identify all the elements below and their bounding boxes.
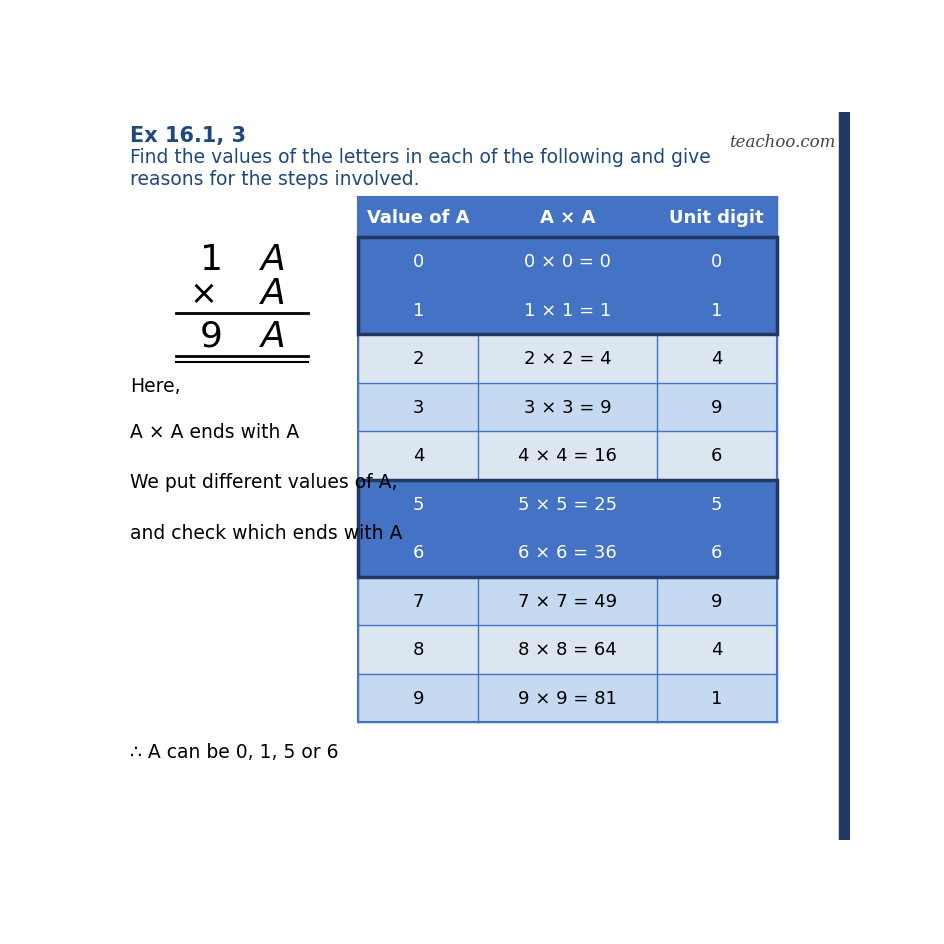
Text: Value of A: Value of A [367, 209, 469, 227]
Text: 1: 1 [413, 301, 424, 320]
Bar [478, 577, 656, 626]
Bar [358, 626, 478, 674]
Text: 8 × 8 = 64: 8 × 8 = 64 [517, 641, 616, 659]
Text: A: A [261, 277, 285, 311]
Bar [358, 286, 478, 335]
Text: A × A ends with A: A × A ends with A [129, 423, 298, 442]
Text: 0: 0 [413, 253, 424, 271]
Text: 2: 2 [413, 350, 424, 368]
Text: reasons for the steps involved.: reasons for the steps involved. [129, 169, 419, 189]
Text: A: A [261, 243, 285, 277]
Bar [358, 198, 776, 722]
Text: Find the values of the letters in each of the following and give: Find the values of the letters in each o… [129, 148, 710, 167]
Text: 9: 9 [413, 689, 424, 707]
Text: and check which ends with A: and check which ends with A [129, 523, 402, 542]
Text: 1: 1 [711, 301, 722, 320]
Bar [478, 286, 656, 335]
Text: 1: 1 [199, 243, 223, 277]
Text: Ex 16.1, 3: Ex 16.1, 3 [129, 126, 245, 146]
Text: 3: 3 [413, 398, 424, 416]
Text: 4: 4 [413, 447, 424, 465]
Text: 7 × 7 = 49: 7 × 7 = 49 [517, 592, 616, 611]
Bar [358, 529, 478, 577]
Bar [358, 383, 478, 431]
Text: 9: 9 [199, 319, 223, 353]
Bar [358, 577, 478, 626]
Bar [358, 674, 478, 722]
Text: 9: 9 [710, 592, 722, 611]
Text: 6: 6 [711, 447, 722, 465]
Bar [656, 480, 776, 529]
Text: 7: 7 [413, 592, 424, 611]
Bar [656, 529, 776, 577]
Text: A: A [261, 319, 285, 353]
Bar [358, 238, 478, 286]
Bar [478, 383, 656, 431]
Text: 9: 9 [710, 398, 722, 416]
Text: 6: 6 [711, 544, 722, 562]
Text: 3 × 3 = 9: 3 × 3 = 9 [523, 398, 611, 416]
Bar [656, 431, 776, 480]
Bar [656, 198, 776, 238]
Text: 9 × 9 = 81: 9 × 9 = 81 [517, 689, 616, 707]
Text: 0: 0 [711, 253, 721, 271]
Bar [656, 577, 776, 626]
Text: 4 × 4 = 16: 4 × 4 = 16 [517, 447, 616, 465]
Bar [358, 480, 776, 577]
Text: ×: × [189, 278, 217, 311]
Bar [478, 529, 656, 577]
Bar [656, 383, 776, 431]
Bar [478, 431, 656, 480]
Text: 2 × 2 = 4: 2 × 2 = 4 [523, 350, 611, 368]
Bar [358, 335, 478, 383]
Bar [656, 674, 776, 722]
Bar [358, 198, 478, 238]
Bar [838, 113, 850, 840]
Text: 8: 8 [413, 641, 424, 659]
Text: Here,: Here, [129, 377, 180, 396]
Text: 6 × 6 = 36: 6 × 6 = 36 [517, 544, 616, 562]
Text: 1: 1 [711, 689, 722, 707]
Bar [358, 238, 776, 335]
Text: 5: 5 [710, 496, 722, 514]
Text: 5: 5 [413, 496, 424, 514]
Bar [478, 335, 656, 383]
Bar [478, 674, 656, 722]
Text: 4: 4 [710, 641, 722, 659]
Text: ∴ A can be 0, 1, 5 or 6: ∴ A can be 0, 1, 5 or 6 [129, 742, 338, 761]
Text: teachoo.com: teachoo.com [728, 134, 834, 151]
Bar [478, 238, 656, 286]
Text: 6: 6 [413, 544, 424, 562]
Bar [656, 626, 776, 674]
Text: We put different values of A,: We put different values of A, [129, 473, 396, 492]
Text: 0 × 0 = 0: 0 × 0 = 0 [524, 253, 611, 271]
Text: A × A: A × A [539, 209, 595, 227]
Text: 4: 4 [710, 350, 722, 368]
Text: Unit digit: Unit digit [668, 209, 764, 227]
Bar [358, 480, 478, 529]
Bar [478, 480, 656, 529]
Bar [478, 626, 656, 674]
Bar [656, 335, 776, 383]
Text: 1 × 1 = 1: 1 × 1 = 1 [523, 301, 611, 320]
Bar [478, 198, 656, 238]
Bar [656, 238, 776, 286]
Bar [656, 286, 776, 335]
Text: 5 × 5 = 25: 5 × 5 = 25 [517, 496, 616, 514]
Bar [358, 431, 478, 480]
